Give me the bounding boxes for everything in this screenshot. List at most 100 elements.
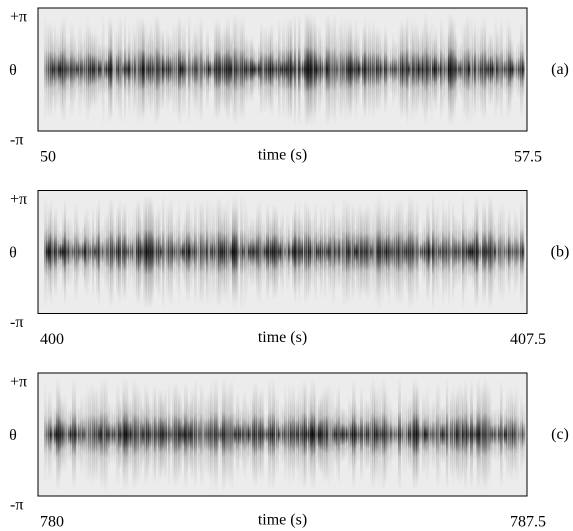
texture-stripe — [354, 16, 358, 123]
texture-stripe — [206, 393, 209, 476]
texture-stripe — [396, 40, 399, 99]
y-axis-label: θ — [9, 245, 17, 262]
texture-stripe — [462, 391, 465, 478]
texture-stripe — [98, 195, 101, 309]
texture-stripe — [436, 39, 439, 100]
texture-stripe — [224, 389, 228, 480]
texture-stripe — [148, 27, 151, 112]
texture-stripe — [56, 30, 60, 109]
texture-stripe — [154, 213, 158, 291]
texture-stripe — [182, 221, 186, 283]
texture-stripe — [74, 32, 77, 107]
texture-stripe — [358, 408, 362, 461]
texture-stripe — [482, 379, 486, 490]
texture-stripe — [426, 384, 430, 485]
texture-burst — [122, 377, 129, 492]
texture-stripe — [210, 376, 214, 493]
texture-stripe — [354, 399, 357, 470]
texture-stripe — [280, 46, 284, 93]
texture-stripe — [436, 381, 439, 488]
texture-stripe — [300, 46, 303, 93]
texture-stripe — [322, 45, 325, 94]
texture-stripe — [130, 224, 133, 280]
texture-stripe — [70, 404, 73, 465]
texture-stripe — [304, 198, 307, 306]
texture-stripe — [266, 201, 270, 303]
texture-stripe — [508, 23, 512, 116]
texture-stripe — [94, 227, 97, 277]
texture-stripe — [244, 37, 248, 102]
texture-stripe — [182, 21, 186, 118]
texture-stripe — [48, 20, 52, 119]
texture-stripe — [520, 394, 524, 475]
texture-stripe — [134, 383, 137, 486]
texture-stripe — [228, 216, 231, 288]
texture-stripe — [336, 214, 340, 290]
texture-stripe — [238, 14, 242, 125]
texture-stripe — [134, 29, 137, 110]
texture-stripe — [420, 409, 423, 460]
texture-stripe — [382, 200, 385, 304]
texture-stripe — [92, 386, 95, 483]
texture-stripe — [220, 32, 223, 107]
texture-stripe — [226, 197, 230, 307]
texture-stripe — [364, 397, 368, 472]
texture-stripe — [518, 38, 521, 101]
texture-stripe — [56, 377, 60, 492]
texture-stripe — [136, 14, 139, 125]
texture-stripe — [60, 395, 64, 474]
texture-stripe — [280, 211, 283, 293]
texture-stripe — [150, 403, 154, 466]
texture-stripe — [264, 412, 268, 457]
texture-stripe — [474, 195, 478, 309]
texture-stripe — [242, 15, 246, 124]
texture-stripe — [346, 199, 350, 305]
texture-stripe — [466, 397, 469, 472]
texture-stripe — [174, 379, 178, 490]
texture-stripe — [346, 29, 350, 110]
texture-stripe — [152, 385, 156, 484]
texture-stripe — [522, 41, 525, 98]
texture-stripe — [350, 203, 354, 301]
texture-stripe — [404, 391, 407, 478]
texture-stripe — [422, 393, 426, 476]
plot-frame — [37, 372, 528, 497]
texture-stripe — [202, 40, 206, 99]
texture-stripe — [476, 197, 479, 307]
texture-stripe — [140, 216, 143, 288]
texture-stripe — [100, 32, 103, 107]
texture-stripe — [144, 382, 148, 487]
texture-stripe — [430, 411, 433, 458]
texture-stripe — [202, 381, 205, 488]
texture-stripe — [358, 200, 362, 304]
texture-stripe — [402, 217, 406, 287]
texture-stripe — [54, 407, 58, 462]
texture-stripe — [514, 385, 517, 484]
texture-stripe — [254, 216, 258, 288]
texture-stripe — [456, 37, 459, 102]
texture-stripe — [154, 11, 158, 128]
texture-stripe — [58, 43, 62, 96]
texture-stripe — [516, 214, 519, 290]
texture-stripe — [104, 376, 108, 493]
texture-stripe — [86, 383, 90, 486]
texture-stripe — [130, 40, 134, 99]
texture-stripe — [100, 224, 103, 280]
texture-stripe — [458, 383, 461, 486]
texture-stripe — [456, 387, 459, 482]
texture-stripe — [188, 13, 191, 126]
texture-stripe — [436, 200, 440, 304]
texture-stripe — [344, 408, 347, 461]
texture-stripe — [380, 410, 384, 459]
texture-stripe — [158, 24, 161, 115]
texture-stripe — [418, 407, 421, 462]
texture-stripe — [314, 21, 318, 118]
texture-stripe — [112, 411, 116, 458]
texture-stripe — [86, 14, 89, 125]
texture-stripe — [118, 199, 122, 305]
texture-stripe — [234, 12, 238, 127]
texture-stripe — [200, 199, 203, 305]
texture-stripe — [488, 387, 492, 482]
texture-stripe — [170, 36, 174, 103]
texture-stripe — [252, 228, 256, 276]
